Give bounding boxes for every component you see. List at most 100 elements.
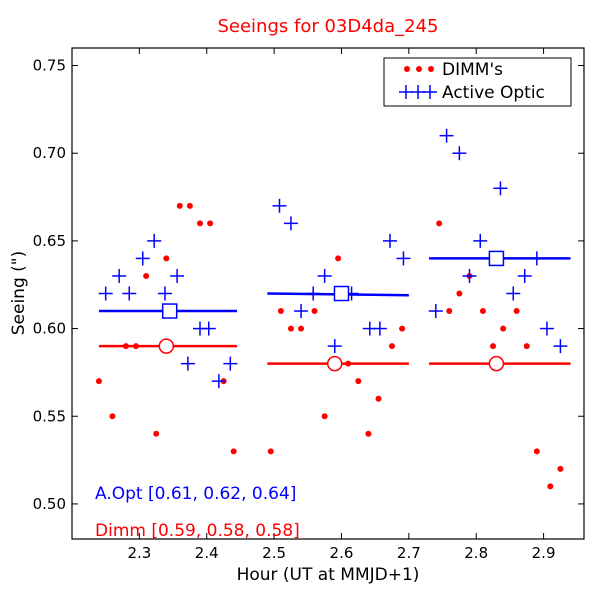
dimm-median-marker xyxy=(488,355,505,372)
dimm-point xyxy=(365,430,372,437)
active-optic-point xyxy=(553,339,568,354)
active-optic-point xyxy=(122,286,137,301)
active-optic-point xyxy=(506,286,521,301)
legend-dimm-marker xyxy=(416,66,422,72)
active-optic-point xyxy=(283,216,298,231)
dimm-point xyxy=(197,220,203,227)
y-tick-label: 0.70 xyxy=(33,144,66,162)
dimm-point xyxy=(277,308,284,315)
dimm-point xyxy=(557,465,564,472)
x-tick-label: 2.7 xyxy=(397,544,421,562)
dimm-point xyxy=(122,343,129,350)
active-optic-point xyxy=(201,321,216,336)
dimm-summary-text: Dimm [0.59, 0.58, 0.58] xyxy=(95,521,300,541)
active-optic-point xyxy=(493,181,508,196)
active-optic-point xyxy=(223,356,238,371)
active-optic-point xyxy=(306,286,321,301)
dimm-point xyxy=(399,325,406,332)
plot-frame xyxy=(71,47,585,540)
active-optic-point xyxy=(539,321,554,336)
active-optic-point xyxy=(157,286,172,301)
active-optic-point xyxy=(170,268,185,283)
dimm-median-marker xyxy=(158,338,175,354)
x-tick-label: 2.3 xyxy=(127,544,151,562)
active-optic-point xyxy=(112,268,127,283)
dimm-median-marker xyxy=(326,355,343,372)
dimm-point xyxy=(207,220,214,227)
legend-dimm-marker xyxy=(404,66,410,72)
y-tick-label: 0.65 xyxy=(33,232,66,250)
aopt-median-marker xyxy=(488,250,505,267)
x-tick-label: 2.8 xyxy=(464,544,488,562)
dimm-point xyxy=(311,308,318,315)
dimm-point xyxy=(523,343,530,350)
active-optic-point xyxy=(372,321,387,336)
active-optic-point xyxy=(272,198,287,213)
y-tick-label: 0.55 xyxy=(33,407,66,425)
dimm-point xyxy=(547,483,554,490)
dimm-point xyxy=(176,202,183,209)
dimm-point xyxy=(456,290,463,297)
active-optic-point xyxy=(317,268,332,283)
active-optic-point xyxy=(439,128,454,143)
active-optic-point xyxy=(180,356,195,371)
dimm-point xyxy=(446,308,453,315)
active-optic-point xyxy=(135,251,150,266)
dimm-point xyxy=(345,360,352,367)
y-tick-label: 0.50 xyxy=(33,495,66,513)
active-optic-point xyxy=(396,251,411,266)
dimm-point xyxy=(490,343,497,350)
legend-dimm-label: DIMM's xyxy=(442,60,503,80)
active-optic-point xyxy=(517,268,532,283)
plot-area xyxy=(95,128,571,490)
dimm-point xyxy=(389,343,395,350)
x-axis-label: Hour (UT at MMJD+1) xyxy=(237,565,420,585)
legend-dimm-marker xyxy=(428,66,434,72)
dimm-point xyxy=(375,395,382,402)
x-tick-label: 2.5 xyxy=(262,544,286,562)
dimm-point xyxy=(479,308,486,315)
active-optic-point xyxy=(452,146,467,161)
y-tick-label: 0.75 xyxy=(33,57,66,75)
dimm-point xyxy=(355,378,362,385)
legend-box xyxy=(383,57,572,107)
active-optic-point xyxy=(428,304,443,319)
dimm-point xyxy=(230,448,237,455)
dimm-point xyxy=(186,202,193,209)
dimm-point xyxy=(153,430,160,437)
dimm-point xyxy=(533,448,540,455)
aopt-median-marker xyxy=(161,303,178,319)
active-optic-point xyxy=(529,251,544,266)
x-tick-label: 2.9 xyxy=(532,544,556,562)
dimm-point xyxy=(133,343,139,350)
legend-aopt-label: Active Optic xyxy=(442,83,545,103)
dimm-point xyxy=(163,255,170,262)
y-tick-label: 0.60 xyxy=(33,320,66,338)
dimm-point xyxy=(109,413,116,420)
dimm-point xyxy=(513,308,520,315)
dimm-point xyxy=(143,272,150,279)
dimm-point xyxy=(500,325,507,332)
active-optic-point xyxy=(327,339,342,354)
dimm-point xyxy=(267,448,274,455)
aopt-summary-text: A.Opt [0.61, 0.62, 0.64] xyxy=(95,484,296,504)
dimm-point xyxy=(436,220,443,227)
active-optic-point xyxy=(211,374,226,389)
legend: DIMM's Active Optic xyxy=(383,57,572,107)
dimm-point xyxy=(335,255,342,262)
active-optic-point xyxy=(98,286,113,301)
dimm-point xyxy=(298,325,305,332)
dimm-point xyxy=(321,413,328,420)
x-tick-label: 2.4 xyxy=(195,544,219,562)
active-optic-point xyxy=(147,233,162,248)
active-optic-point xyxy=(473,233,488,248)
chart-title: Seeings for 03D4da_245 xyxy=(217,16,438,37)
dimm-point xyxy=(287,325,294,332)
aopt-median-marker xyxy=(333,285,350,302)
active-optic-point xyxy=(462,268,477,283)
active-optic-point xyxy=(294,304,309,319)
x-tick-label: 2.6 xyxy=(330,544,354,562)
axis-ticks: 2.3 2.4 2.5 2.6 2.7 2.8 2.9 0.50 0.55 0.60 0.65 0.7… xyxy=(33,48,584,562)
y-axis-label: Seeing (") xyxy=(9,251,29,336)
